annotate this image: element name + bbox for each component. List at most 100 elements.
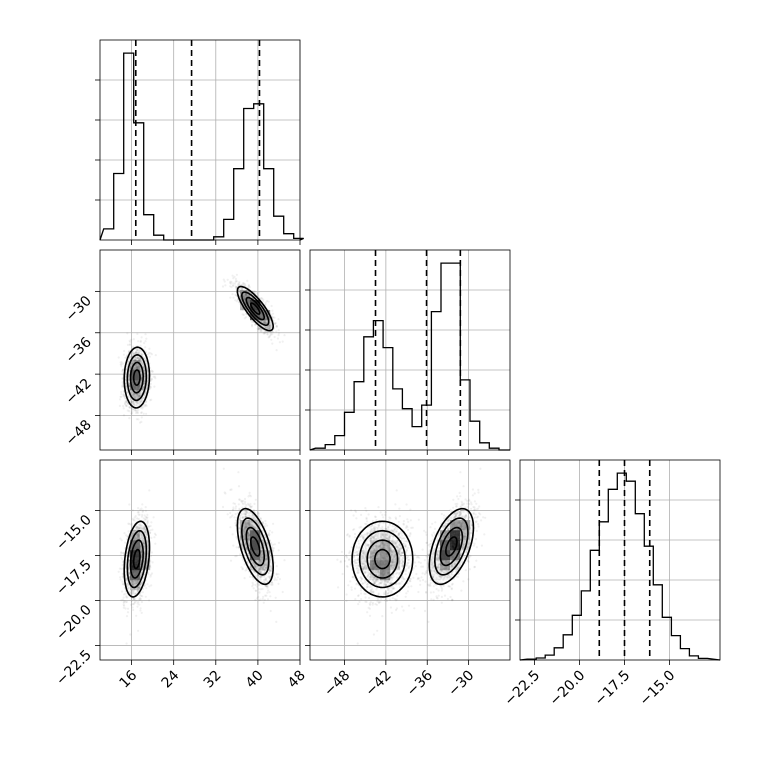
- sample-point: [247, 298, 250, 301]
- density-cell: [140, 540, 151, 551]
- sample-point: [134, 375, 137, 378]
- sample-point: [267, 532, 270, 535]
- sample-point: [135, 372, 138, 375]
- sample-point: [137, 577, 140, 580]
- sample-point: [131, 569, 134, 573]
- sample-point: [139, 339, 142, 342]
- sample-point: [260, 571, 263, 574]
- sample-point: [139, 545, 143, 548]
- sample-point: [135, 389, 138, 392]
- sample-point: [252, 306, 255, 309]
- sample-point: [136, 570, 140, 573]
- sample-point: [127, 361, 130, 364]
- sample-point: [130, 522, 133, 525]
- sample-point: [269, 331, 272, 334]
- sample-point: [263, 321, 266, 325]
- sample-point: [134, 562, 137, 565]
- sample-point: [137, 374, 140, 377]
- sample-point: [131, 560, 134, 564]
- sample-point: [143, 525, 146, 529]
- sample-point: [269, 322, 272, 325]
- sample-point: [132, 578, 136, 581]
- sample-point: [244, 293, 247, 296]
- sample-point: [128, 591, 132, 594]
- sample-point: [135, 537, 138, 540]
- sample-point: [135, 551, 139, 555]
- sample-point: [138, 527, 141, 530]
- sample-point: [264, 594, 267, 597]
- sample-point: [135, 553, 138, 556]
- sample-point: [132, 386, 135, 389]
- sample-point: [138, 367, 141, 370]
- contour-mode0-level1: [129, 361, 145, 394]
- sample-point: [134, 547, 137, 550]
- sample-point: [150, 572, 154, 575]
- sample-point: [146, 370, 149, 373]
- sample-point: [122, 603, 125, 606]
- sample-point: [138, 603, 141, 606]
- sample-point: [139, 360, 142, 363]
- sample-point: [136, 411, 139, 415]
- sample-point: [264, 303, 267, 306]
- sample-point: [251, 304, 254, 307]
- sample-point: [273, 322, 276, 326]
- sample-point: [130, 407, 133, 410]
- sample-point: [134, 536, 137, 539]
- sample-point: [257, 294, 260, 297]
- sample-point: [134, 378, 137, 381]
- sample-point: [132, 384, 135, 387]
- sample-point: [134, 582, 137, 585]
- sample-point: [135, 543, 138, 547]
- sample-point: [264, 321, 267, 324]
- sample-point: [135, 554, 138, 557]
- sample-point: [258, 328, 261, 331]
- sample-point: [132, 400, 135, 403]
- sample-point: [135, 377, 138, 380]
- sample-point: [135, 350, 138, 353]
- sample-point: [269, 321, 272, 324]
- sample-point: [131, 402, 134, 405]
- sample-point: [135, 581, 138, 585]
- sample-point: [140, 399, 143, 403]
- sample-point: [124, 375, 127, 378]
- sample-point: [265, 326, 268, 329]
- sample-point: [136, 366, 139, 369]
- sample-point: [136, 542, 139, 545]
- sample-point: [148, 351, 151, 354]
- sample-point: [135, 544, 138, 548]
- sample-point: [143, 528, 146, 531]
- sample-point: [135, 351, 138, 354]
- density-cell: [240, 520, 251, 531]
- sample-point: [137, 545, 141, 548]
- panel-content: [100, 460, 300, 660]
- sample-point: [249, 532, 252, 535]
- sample-point: [139, 545, 142, 549]
- sample-point: [128, 349, 131, 352]
- sample-point: [133, 582, 137, 585]
- sample-point: [127, 395, 130, 398]
- sample-point: [267, 336, 270, 339]
- sample-point: [144, 530, 147, 533]
- sample-point: [245, 293, 248, 297]
- sample-point: [138, 566, 141, 570]
- sample-point: [138, 545, 141, 548]
- sample-point: [140, 532, 143, 535]
- sample-point: [138, 393, 141, 396]
- sample-point: [237, 283, 240, 286]
- sample-point: [257, 327, 260, 330]
- sample-point: [130, 579, 133, 582]
- sample-point: [139, 360, 142, 363]
- sample-point: [124, 382, 127, 385]
- sample-point: [137, 534, 140, 537]
- sample-point: [132, 583, 135, 587]
- sample-point: [134, 560, 137, 563]
- sample-point: [138, 533, 141, 536]
- sample-point: [241, 516, 245, 520]
- sample-point: [135, 402, 138, 405]
- sample-point: [144, 506, 147, 509]
- sample-point: [132, 368, 135, 371]
- sample-point: [131, 579, 134, 582]
- sample-point: [254, 307, 257, 310]
- sample-point: [134, 557, 137, 560]
- sample-point: [138, 566, 141, 570]
